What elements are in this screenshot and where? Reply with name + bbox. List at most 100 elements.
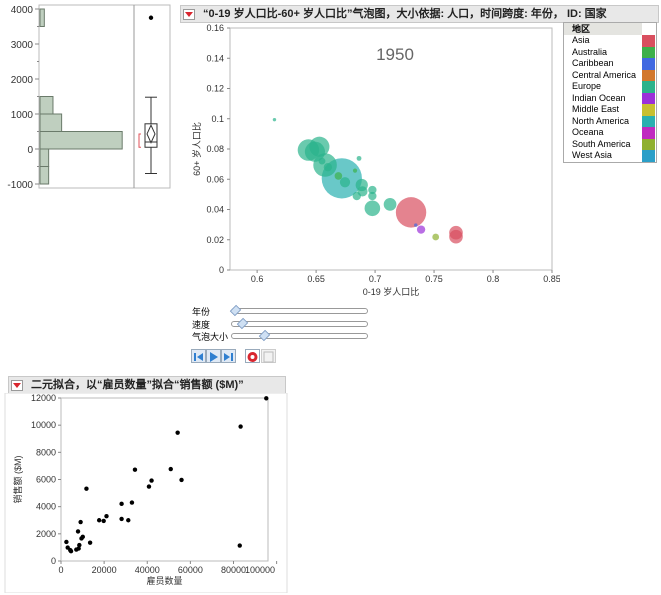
bubble-asia xyxy=(449,225,463,240)
red-triangle-menu-icon[interactable] xyxy=(183,9,195,20)
bubble-europe xyxy=(368,191,377,201)
x-tick-label: 20000 xyxy=(92,565,117,575)
y-tick-label: 4000 xyxy=(36,502,56,512)
data-point xyxy=(87,540,93,545)
y-tick-label: 0.12 xyxy=(206,84,224,94)
bubble-europe xyxy=(339,177,351,188)
x-tick-label: 0.85 xyxy=(543,274,560,284)
play-button[interactable] xyxy=(206,349,221,363)
bubble-south-america xyxy=(432,233,440,241)
x-tick-label: 60000 xyxy=(178,565,203,575)
data-point xyxy=(119,516,124,522)
bubble-australia xyxy=(334,172,343,180)
legend-item[interactable]: Indian Ocean xyxy=(564,92,656,104)
legend-item[interactable]: North America xyxy=(564,115,656,127)
plot-frame xyxy=(60,397,269,562)
bubble-europe xyxy=(304,141,325,162)
y-tick-label: 0.16 xyxy=(206,23,224,33)
y-axis-label: 销售额 ($M) xyxy=(12,455,23,503)
histogram-bar xyxy=(39,8,45,27)
legend-item[interactable]: Central America xyxy=(564,69,656,81)
y-tick-label: 0.1 xyxy=(211,114,224,124)
y-tick-label: -1000 xyxy=(7,180,33,191)
box xyxy=(144,123,158,148)
legend-swatch xyxy=(642,92,655,104)
x-tick-label: 0.75 xyxy=(425,274,443,284)
legend-swatch xyxy=(642,115,655,127)
legend-swatch xyxy=(642,58,655,70)
record-button[interactable] xyxy=(245,349,260,363)
data-point xyxy=(68,547,73,553)
save-icon[interactable] xyxy=(261,349,276,363)
data-point xyxy=(75,529,81,534)
legend-swatch xyxy=(642,127,655,139)
slider-track[interactable] xyxy=(231,329,368,342)
y-tick-label: 8000 xyxy=(36,447,56,457)
legend-item[interactable]: Oceana xyxy=(564,127,656,139)
step-forward-button[interactable] xyxy=(221,349,236,363)
legend-label: West Asia xyxy=(572,150,612,160)
data-point xyxy=(84,486,89,491)
x-tick-label: 0.8 xyxy=(487,274,500,284)
legend-swatch xyxy=(642,69,655,81)
data-point xyxy=(179,477,184,483)
histogram-bar xyxy=(39,148,50,167)
legend-item[interactable]: West Asia xyxy=(564,150,656,162)
slider-track[interactable] xyxy=(229,304,368,317)
red-triangle-menu-icon[interactable] xyxy=(11,380,23,391)
legend-swatch xyxy=(642,138,655,150)
x-tick-label: 0 xyxy=(58,565,63,575)
legend-item[interactable]: Middle East xyxy=(564,104,656,116)
data-point xyxy=(77,542,82,548)
legend-label: Australia xyxy=(572,46,608,57)
legend-label: Middle East xyxy=(572,104,620,114)
data-point xyxy=(237,543,242,548)
bubble-europe xyxy=(318,157,326,165)
y-tick-label: 3000 xyxy=(11,40,34,51)
y-tick-label: 0.14 xyxy=(206,53,224,63)
slider-track[interactable] xyxy=(231,317,368,329)
legend-label: North America xyxy=(572,115,630,126)
data-point xyxy=(119,501,124,507)
legend-swatch xyxy=(642,150,655,162)
bivariate-fit-header[interactable]: 二元拟合，以“雇员数量”拟合“销售额 ($M)” xyxy=(8,376,286,394)
y-tick-label: 10000 xyxy=(31,420,56,430)
histogram-bar xyxy=(39,96,54,115)
legend-label: Europe xyxy=(572,81,602,91)
legend-item[interactable]: Australia xyxy=(564,46,656,58)
slider-thumb[interactable] xyxy=(258,329,270,342)
y-tick-label: 0.02 xyxy=(206,235,224,245)
y-tick-label: 12000 xyxy=(31,393,56,403)
bivariate-fit-title: 二元拟合，以“雇员数量”拟合“销售额 ($M)” xyxy=(31,379,244,391)
data-point xyxy=(168,466,173,472)
legend-title: 地区 xyxy=(564,23,642,35)
x-axis-label: 雇员数量 xyxy=(146,575,182,586)
legend-swatch xyxy=(642,35,655,47)
bubble-plot-header[interactable]: “0-19 岁人口比-60+ 岁人口比”气泡图，大小依据: 人口，时间跨度: 年… xyxy=(180,5,659,23)
legend-label: Central America xyxy=(572,69,637,80)
legend-item[interactable]: Europe xyxy=(564,81,656,93)
data-point xyxy=(78,519,83,525)
x-tick-label: 0.6 xyxy=(251,274,264,284)
histogram-bar xyxy=(39,113,63,132)
x-tick-label: 80000 xyxy=(221,565,246,575)
legend-item[interactable]: South America xyxy=(564,138,656,150)
data-point xyxy=(64,539,69,545)
bubble-europe xyxy=(383,197,397,211)
bubble-asia xyxy=(395,197,427,228)
legend-item[interactable]: Caribbean xyxy=(564,58,656,70)
y-tick-label: 0.08 xyxy=(206,144,224,154)
mean-diamond xyxy=(146,123,156,144)
bubble-plot-title: “0-19 岁人口比-60+ 岁人口比”气泡图，大小依据: 人口，时间跨度: 年… xyxy=(203,8,607,20)
y-axis-label: 60+ 岁人口比 xyxy=(191,122,202,176)
bubble-europe xyxy=(356,155,362,161)
bubble-australia xyxy=(352,168,358,173)
distribution-chart: 4000 3000 2000 1000 0 -1000 xyxy=(7,4,171,191)
step-back-button[interactable] xyxy=(191,349,206,363)
slider-thumb[interactable] xyxy=(236,317,248,329)
legend-item[interactable]: Asia xyxy=(564,35,656,47)
bubble-europe xyxy=(368,185,377,195)
x-axis-label: 0-19 岁人口比 xyxy=(363,286,420,297)
y-tick-label: 0 xyxy=(51,556,56,566)
data-point xyxy=(126,518,131,523)
